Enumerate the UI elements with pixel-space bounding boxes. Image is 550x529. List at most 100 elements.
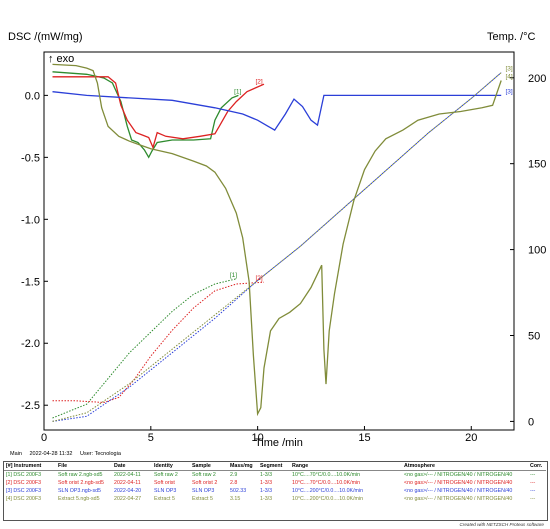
table-row: [3] DSC 200F3 SLN OP3.ngb-sd5 2022-04-20 SL…	[4, 487, 546, 495]
left-tick-label: 0.0	[25, 90, 40, 102]
curve-label: [3]	[505, 88, 512, 95]
table-cell: 2022-04-20	[114, 488, 142, 494]
table-header-cell: Atmosphere	[402, 462, 528, 471]
curve-label: [1]	[230, 272, 237, 279]
table-cell: [3] DSC 200F3	[6, 488, 42, 494]
table-cell: Soft orist	[154, 480, 175, 486]
table-cell: 2.9	[230, 472, 238, 478]
table-row: [4] DSC 200F3 Extract 5.ngb-sd5 2022-04-27…	[4, 495, 546, 503]
temp-curve-3	[52, 72, 502, 422]
measurement-table-frame	[3, 461, 548, 521]
left-tick-label: -2.5	[21, 400, 40, 412]
table-cell: ---	[530, 496, 536, 502]
user-text: User: Tecnologia	[80, 451, 121, 457]
table-cell: Soft orist 2	[192, 480, 218, 486]
left-tick-label: -1.0	[21, 214, 40, 226]
table-cell: SLN OP3	[154, 488, 177, 494]
table-cell: <no gas>/--- / NITROGEN/40 / NITROGEN/40	[404, 488, 513, 494]
table-cell: <no gas>/--- / NITROGEN/40 / NITROGEN/40	[404, 480, 513, 486]
table-cell: 1-3/3	[260, 488, 273, 494]
left-tick-label: -0.5	[21, 152, 40, 164]
table-cell: 3.15	[230, 496, 241, 502]
curve-label: [1]	[234, 88, 241, 95]
table-header-cell: Date	[112, 462, 152, 471]
dsc-curve-1	[52, 71, 239, 159]
table-cell: 1-3/3	[260, 480, 273, 486]
table-header-cell: Corr.	[528, 462, 546, 471]
table-cell: <no gas>/--- / NITROGEN/40 / NITROGEN/40	[404, 472, 513, 478]
table-header-cell: Identity	[152, 462, 190, 471]
dsc-curve-4	[52, 63, 502, 417]
plot-frame	[43, 51, 515, 431]
table-cell: 502.33	[230, 488, 247, 494]
curve-label: [3]	[505, 66, 512, 73]
temp-curve-2	[52, 281, 265, 404]
table-cell: 10°C....70°C/0.0....10.0K/min	[292, 472, 361, 478]
table-row: [1] DSC 200F3 Soft raw 2.ngb-sd5 2022-04-1…	[4, 471, 546, 480]
x-tick-label: 5	[148, 432, 154, 444]
table-cell: 2022-04-11	[114, 472, 141, 478]
datetime-text: 2022-04-28 11:32	[29, 451, 73, 457]
table-cell: SLN OP3.ngb-sd5	[58, 488, 101, 494]
table-header-cell: Segment	[258, 462, 290, 471]
table-cell: <no gas>/--- / NITROGEN/40 / NITROGEN/40	[404, 496, 513, 502]
right-axis-title: Temp. /°C	[487, 31, 535, 43]
table-header-cell: Sample	[190, 462, 228, 471]
table-cell: 10°C....200°C/0.0....10.0K/min	[292, 488, 364, 494]
table-header-cell: [#] Instrument	[4, 462, 56, 471]
table-cell: Soft orist 2.ngb-sd5	[58, 480, 104, 486]
table-cell: 10°C....70°C/0.0....10.0K/min	[292, 480, 361, 486]
x-tick-label: 0	[41, 432, 47, 444]
x-tick-label: 10	[252, 432, 264, 444]
left-tick-label: -1.5	[21, 276, 40, 288]
table-cell: 2.8	[230, 480, 238, 486]
table-header-cell: File	[56, 462, 112, 471]
dsc-chart: DSC /(mW/mg) Temp. /°C ↑ exo Time /min 0…	[8, 31, 546, 449]
table-cell: ---	[530, 488, 536, 494]
table-cell: Extract 5.ngb-sd5	[58, 496, 100, 502]
exo-indicator: ↑ exo	[48, 53, 74, 65]
table-cell: Soft raw 2	[154, 472, 178, 478]
table-cell: ---	[530, 472, 536, 478]
meta-line: Main 2022-04-28 11:32 User: Tecnologia	[10, 451, 127, 457]
table-header-cell: Range	[290, 462, 402, 471]
table-cell: 1-3/3	[260, 496, 273, 502]
table-cell: [4] DSC 200F3	[6, 496, 42, 502]
table-cell: Extract 5	[192, 496, 213, 502]
software-credit: Created with NETZSCH Proteus software	[459, 522, 544, 527]
table-cell: Soft raw 2.ngb-sd5	[58, 472, 103, 478]
table-cell: [2] DSC 200F3	[6, 480, 42, 486]
table-header-cell: Mass/mg	[228, 462, 258, 471]
table-cell: SLN OP3	[192, 488, 215, 494]
table-cell: [1] DSC 200F3	[6, 472, 42, 478]
curve-label: [2]	[256, 78, 263, 85]
table-header-row: [#] Instrument File Date Identity Sample Mass…	[4, 462, 546, 471]
measurement-table: [#] Instrument File Date Identity Sample Mass…	[4, 462, 546, 503]
curve-label: [2]	[256, 275, 263, 282]
dsc-curve-2	[52, 76, 265, 150]
x-axis-title: Time /min	[255, 437, 303, 449]
table-row: [2] DSC 200F3 Soft orist 2.ngb-sd5 2022-04…	[4, 479, 546, 487]
x-tick-label: 15	[358, 432, 370, 444]
main-label: Main	[10, 451, 22, 457]
table-cell: ---	[530, 480, 536, 486]
curve-label: [4]	[505, 74, 512, 81]
left-axis-title: DSC /(mW/mg)	[8, 31, 83, 43]
left-tick-label: -2.0	[21, 338, 40, 350]
right-tick-label: 100	[528, 245, 546, 257]
temp-curve-4	[52, 72, 502, 422]
temp-curve-1	[52, 278, 237, 419]
right-tick-label: 150	[528, 159, 546, 171]
dsc-curve-3	[52, 91, 502, 131]
right-tick-label: 200	[528, 73, 546, 85]
x-tick-label: 20	[465, 432, 477, 444]
table-cell: 10°C....200°C/0.0....10.0K/min	[292, 496, 364, 502]
table-cell: 1-3/3	[260, 472, 273, 478]
table-cell: Extract 5	[154, 496, 175, 502]
right-tick-label: 0	[528, 416, 534, 428]
table-cell: 2022-04-11	[114, 480, 141, 486]
table-cell: Soft raw 2	[192, 472, 216, 478]
right-tick-label: 50	[528, 331, 540, 343]
table-cell: 2022-04-27	[114, 496, 142, 502]
